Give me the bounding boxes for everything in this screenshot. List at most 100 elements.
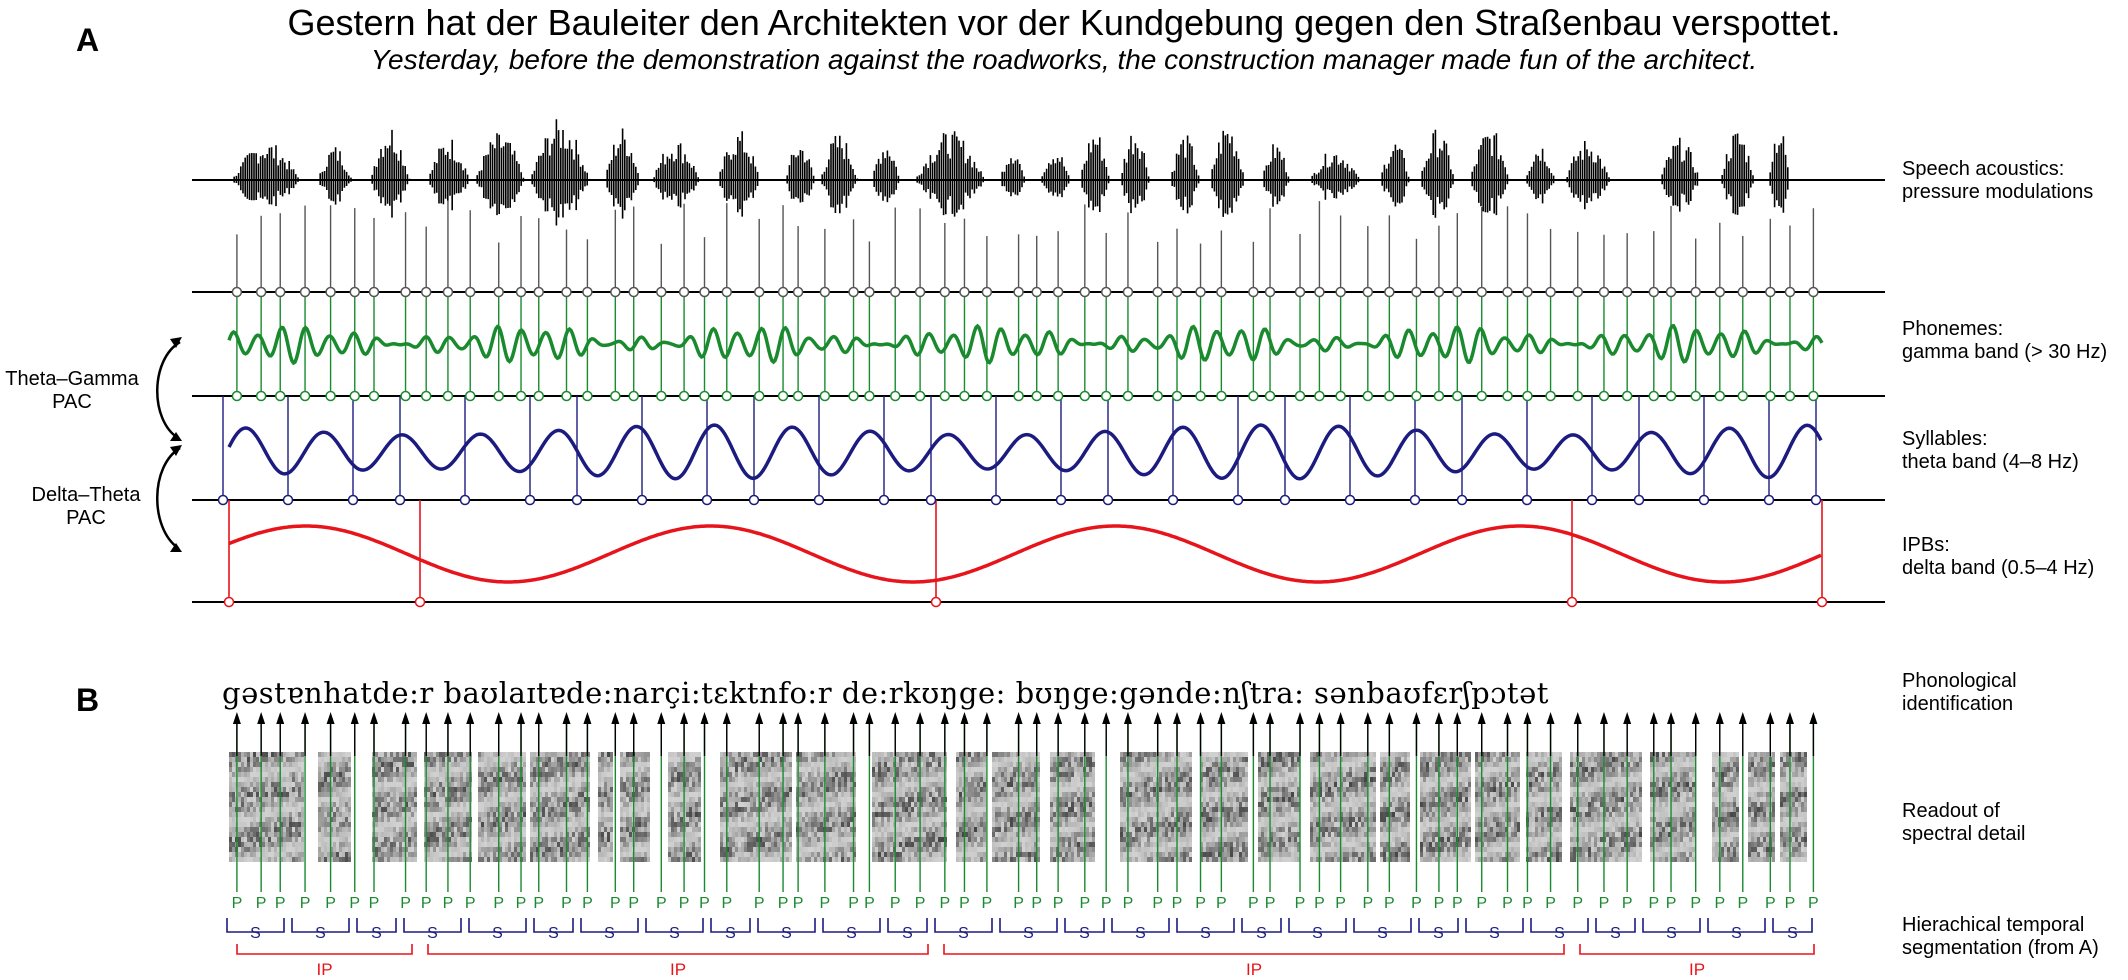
spectrogram-cell [647,797,650,802]
spectrogram-cell [393,827,396,832]
spectrogram-cell [817,827,820,832]
spectrogram-cell [638,847,641,852]
spectrogram-cell [387,852,390,857]
spectrogram-cell [872,812,875,817]
spectrogram-cell [295,857,298,862]
spectrogram-cell [584,827,587,832]
spectrogram-cell [814,777,817,782]
spectrogram-cell [411,822,414,827]
spectrogram-cell [463,797,466,802]
spectrogram-cell [741,752,744,757]
spectrogram-cell [635,832,638,837]
spectrogram-cell [844,787,847,792]
spectrogram-cell [638,837,641,842]
spectrogram-cell [647,852,650,857]
spectrogram-cell [786,847,789,852]
spectrogram-cell [430,752,433,757]
spectrogram-cell [938,817,941,822]
spectrogram-cell [569,762,572,767]
spectrogram-cell [647,772,650,777]
spectrogram-cell [436,847,439,852]
spectrogram-cell [887,797,890,802]
spectrogram-cell [896,817,899,822]
spectrogram-cell [411,852,414,857]
spectrogram-cell [439,852,442,857]
spectrogram-cell [502,837,505,842]
spectrogram-cell [777,817,780,822]
spectrogram-cell [384,777,387,782]
spectrogram-cell [962,837,965,842]
spectrogram-cell [496,837,499,842]
spectrogram-cell [384,812,387,817]
spectrogram-cell [720,812,723,817]
spectrogram-cell [295,827,298,832]
spectrogram-cell [995,802,998,807]
spectrogram-cell [466,777,469,782]
spectrogram-cell [598,772,601,777]
spectrogram-cell [671,802,674,807]
spectrogram-cell [253,762,256,767]
spectrogram-cell [620,817,623,822]
spectrogram-cell [723,817,726,822]
spectrogram-cell [729,837,732,842]
spectrogram-cell [451,827,454,832]
spectrogram-cell [451,802,454,807]
spectrogram-cell [744,797,747,802]
spectrogram-cell [244,807,247,812]
spectrogram-cell [741,807,744,812]
spectrogram-cell [333,852,336,857]
spectrogram-cell [980,777,983,782]
spectrogram-cell [463,777,466,782]
spectrogram-cell [327,782,330,787]
spectrogram-cell [250,762,253,767]
spectrogram-cell [324,762,327,767]
spectrogram-cell [774,762,777,767]
spectrogram-cell [811,817,814,822]
pac-arrows [156,337,182,552]
spectrogram-cell [644,772,647,777]
spectrogram-cell [396,842,399,847]
spectrogram-cell [881,787,884,792]
spectrogram-cell [847,827,850,832]
spectrogram-cell [277,847,280,852]
spectrogram-cell [454,857,457,862]
spectrogram-cell [838,767,841,772]
spectrogram-cell [932,837,935,842]
spectrogram-cell [265,752,268,757]
spectrogram-cell [729,807,732,812]
spectrogram-cell [295,777,298,782]
spectrogram-cell [393,847,396,852]
spectrogram-cell [974,762,977,767]
spectrogram-cell [262,847,265,852]
spectrogram-cell [896,842,899,847]
spectrogram-cell [817,772,820,777]
theta-event-circle [1698,494,1710,506]
spectrogram-cell [786,752,789,757]
acoustic-event-circle [1808,286,1819,298]
spectrogram-cell [844,842,847,847]
spectrogram-cell [505,842,508,847]
spectrogram-cell [826,857,829,862]
spectrogram-cell [841,837,844,842]
spectrogram-cell [604,827,607,832]
spectrogram-cell [442,827,445,832]
spectrogram-cell [378,817,381,822]
spectrogram-cell [411,792,414,797]
spectrogram-cell [908,857,911,862]
spectrogram-cell [686,772,689,777]
spectrogram-cell [998,832,1001,837]
spectrogram-cell [339,752,342,757]
spectrogram-cell [995,832,998,837]
spectrogram-cell [850,817,853,822]
spectrogram-cell [375,827,378,832]
spectrogram-cell [533,852,536,857]
spectrogram-cell [741,847,744,852]
acoustic-event-circle [1152,286,1163,298]
spectrogram-cell [604,782,607,787]
spectrogram-cell [698,802,701,807]
spectrogram-cell [802,767,805,772]
spectrogram-cell [280,797,283,802]
spectrogram-cell [992,837,995,842]
spectrogram-cell [448,792,451,797]
spectrogram-cell [695,837,698,842]
